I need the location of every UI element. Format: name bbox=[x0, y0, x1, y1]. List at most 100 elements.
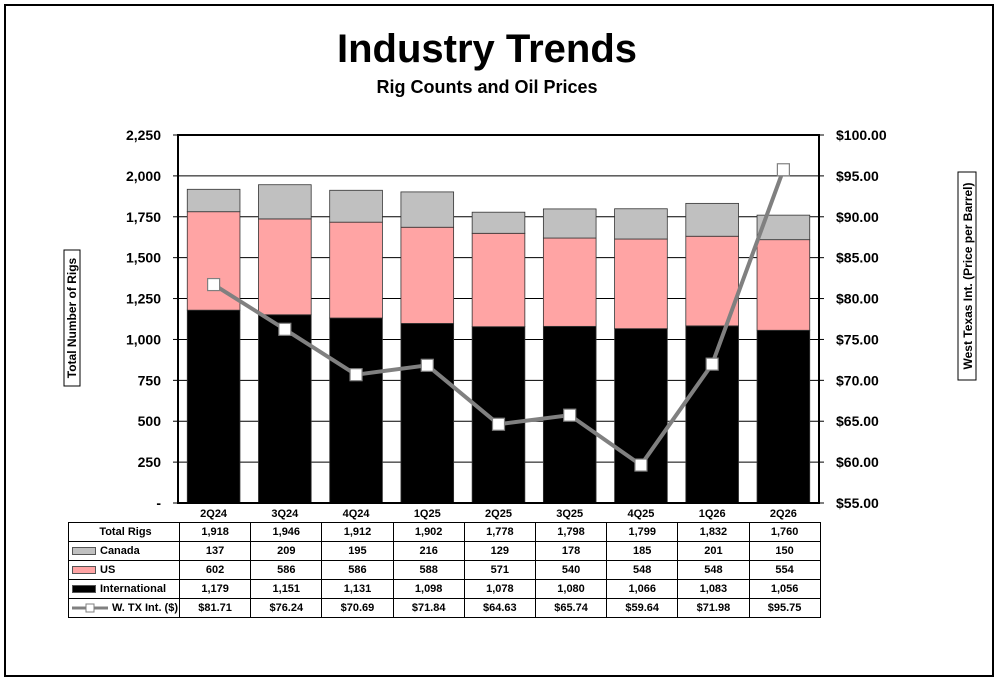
bar-us-2q24 bbox=[186, 211, 241, 311]
y2-axis-label-box: West Texas Int. (Price per Barrel) bbox=[957, 171, 977, 381]
wti-marker-3q24 bbox=[278, 322, 292, 336]
cell-canada-1q26: 201 bbox=[677, 541, 750, 561]
bar-us-1q25 bbox=[400, 226, 455, 324]
row-header-intl: International bbox=[68, 579, 180, 599]
plot-area-border bbox=[177, 134, 820, 504]
y-tick-label: - bbox=[156, 495, 161, 511]
cell-canada-3q24: 209 bbox=[250, 541, 323, 561]
y-tick-label: 1,250 bbox=[126, 291, 161, 307]
bar-us-3q25 bbox=[542, 237, 597, 327]
y2-tick-label: $60.00 bbox=[836, 454, 879, 470]
y2-tick-label: $55.00 bbox=[836, 495, 879, 511]
wti-marker-2q25 bbox=[491, 417, 506, 431]
wti-marker-2q24 bbox=[207, 277, 221, 292]
y-tick-label: 1,500 bbox=[126, 250, 161, 266]
cell-total-4q25: 1,799 bbox=[606, 522, 679, 542]
cell-wti-2q24: $81.71 bbox=[178, 598, 252, 618]
wti-marker-1q26 bbox=[705, 357, 719, 371]
x-tick-label: 1Q25 bbox=[414, 508, 441, 520]
y-tick-label: 2,000 bbox=[126, 168, 161, 184]
legend-swatch-canada bbox=[72, 547, 96, 556]
data-table: Total Rigs 1,918 1,946 1,912 1,902 1,778 1,798… bbox=[68, 522, 821, 618]
row-label-wti: W. TX Int. ($) bbox=[112, 602, 178, 614]
row-label-total: Total Rigs bbox=[99, 526, 152, 538]
cell-intl-4q25: 1,066 bbox=[606, 579, 679, 599]
x-tick-label: 3Q24 bbox=[271, 508, 299, 520]
y-tick-label: 1,750 bbox=[126, 209, 161, 225]
bar-us-4q24 bbox=[329, 221, 383, 319]
bar-canada-1q25 bbox=[400, 191, 455, 228]
bar-us-4q25 bbox=[614, 238, 668, 330]
table-row-canada: Canada 137 209 195 216 129 178 185 201 150 bbox=[68, 541, 821, 561]
cell-total-2q24: 1,918 bbox=[178, 522, 252, 542]
wti-marker-3q25 bbox=[563, 408, 577, 422]
cell-canada-4q24: 195 bbox=[321, 541, 394, 561]
y2-tick-label: $95.00 bbox=[836, 168, 879, 184]
bar-series bbox=[186, 184, 811, 504]
row-header-us: US bbox=[68, 560, 180, 580]
bar-canada-1q26 bbox=[685, 202, 739, 237]
cell-us-4q24: 586 bbox=[321, 560, 394, 580]
bar-us-2q25 bbox=[471, 232, 526, 328]
cell-wti-2q26: $95.75 bbox=[748, 598, 821, 618]
cell-canada-2q24: 137 bbox=[178, 541, 252, 561]
axes: - 250 500 750 1,000 1,250 1,500 1,750 2,000 2,250… bbox=[126, 127, 887, 520]
y2-tick-label: $100.00 bbox=[836, 127, 887, 143]
cell-wti-3q25: $65.74 bbox=[534, 598, 608, 618]
bar-canada-2q24 bbox=[186, 188, 241, 213]
wti-marker-4q25 bbox=[634, 458, 648, 472]
y-tick-label: 1,000 bbox=[126, 331, 161, 347]
cell-us-3q24: 586 bbox=[250, 560, 323, 580]
bar-international-1q26 bbox=[685, 325, 739, 504]
cell-us-3q25: 540 bbox=[534, 560, 608, 580]
bar-international-2q25 bbox=[471, 326, 526, 504]
row-header-canada: Canada bbox=[68, 541, 180, 561]
cell-intl-3q24: 1,151 bbox=[250, 579, 323, 599]
cell-canada-2q26: 150 bbox=[748, 541, 821, 561]
y2-tick-label: $80.00 bbox=[836, 291, 879, 307]
cell-wti-1q25: $71.84 bbox=[392, 598, 465, 618]
bar-international-2q24 bbox=[186, 309, 241, 504]
cell-intl-2q25: 1,078 bbox=[463, 579, 536, 599]
bar-canada-3q25 bbox=[542, 208, 597, 239]
cell-intl-1q26: 1,083 bbox=[677, 579, 750, 599]
bar-international-1q25 bbox=[400, 323, 455, 504]
x-tick-label: 4Q25 bbox=[627, 508, 654, 520]
x-tick-label: 2Q26 bbox=[770, 508, 797, 520]
y2-tick-label: $65.00 bbox=[836, 413, 879, 429]
x-tick-label: 3Q25 bbox=[556, 508, 583, 520]
x-tick-label: 2Q24 bbox=[200, 508, 228, 520]
wti-marker-1q25 bbox=[420, 358, 434, 372]
cell-canada-4q25: 185 bbox=[606, 541, 679, 561]
cell-wti-4q24: $70.69 bbox=[321, 598, 394, 618]
cell-total-2q26: 1,760 bbox=[748, 522, 821, 542]
cell-wti-3q24: $76.24 bbox=[250, 598, 323, 618]
cell-us-2q25: 571 bbox=[463, 560, 536, 580]
bar-canada-3q24 bbox=[258, 184, 312, 220]
wti-line-series bbox=[207, 163, 790, 472]
cell-total-1q25: 1,902 bbox=[392, 522, 465, 542]
y-tick-label: 2,250 bbox=[126, 127, 161, 143]
table-row-us: US 602 586 586 588 571 540 548 548 554 bbox=[68, 560, 821, 580]
bar-canada-4q24 bbox=[329, 189, 383, 223]
y-axis-label-box: Total Number of Rigs bbox=[63, 249, 81, 387]
cell-intl-3q25: 1,080 bbox=[534, 579, 608, 599]
y2-tick-label: $70.00 bbox=[836, 372, 879, 388]
cell-total-1q26: 1,832 bbox=[677, 522, 750, 542]
wti-marker-4q24 bbox=[349, 368, 363, 382]
cell-total-2q25: 1,778 bbox=[463, 522, 536, 542]
table-row-total: Total Rigs 1,918 1,946 1,912 1,902 1,778 1,798… bbox=[68, 522, 821, 542]
cell-canada-1q25: 216 bbox=[392, 541, 465, 561]
y-tick-label: 750 bbox=[138, 372, 162, 388]
cell-wti-1q26: $71.98 bbox=[677, 598, 750, 618]
x-tick-label: 1Q26 bbox=[699, 508, 726, 520]
x-tick-label: 2Q25 bbox=[485, 508, 512, 520]
bar-us-2q26 bbox=[756, 239, 811, 331]
cell-canada-3q25: 178 bbox=[534, 541, 608, 561]
row-header-wti: W. TX Int. ($) bbox=[68, 598, 180, 618]
y2-tick-label: $75.00 bbox=[836, 331, 879, 347]
table-row-intl: International 1,179 1,151 1,131 1,098 1,078 1,… bbox=[68, 579, 821, 599]
cell-wti-2q25: $64.63 bbox=[463, 598, 536, 618]
cell-total-3q24: 1,946 bbox=[250, 522, 323, 542]
